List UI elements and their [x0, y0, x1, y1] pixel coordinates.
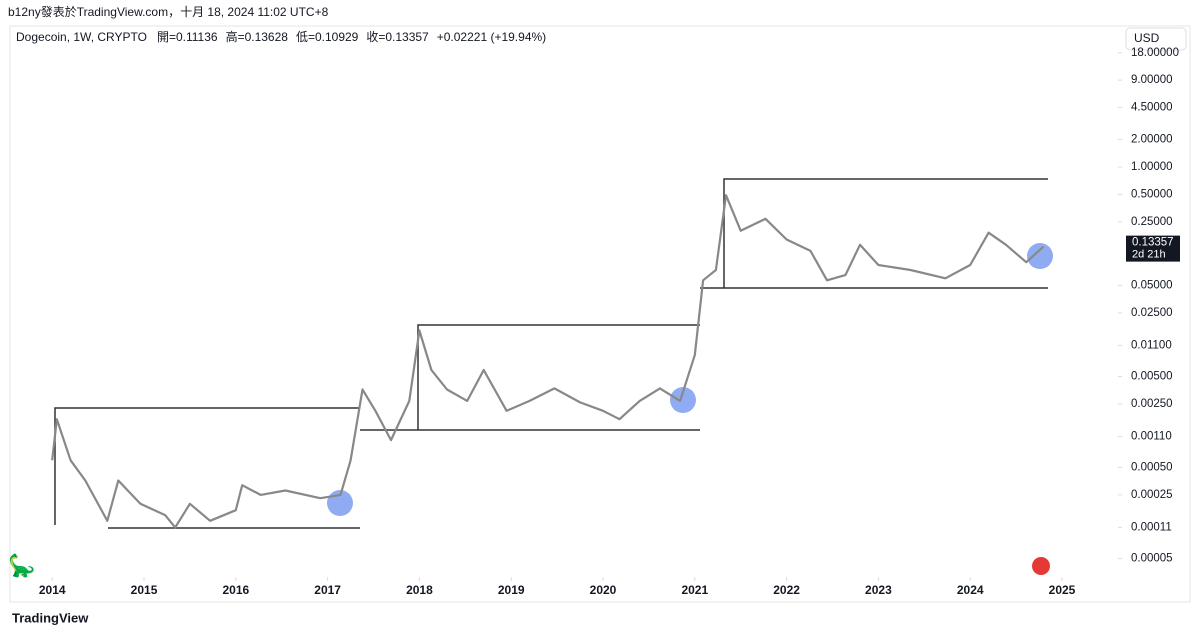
x-tick-label: 2024	[957, 583, 984, 597]
y-tick-label: 4.50000	[1131, 102, 1173, 114]
x-tick-label: 2015	[131, 583, 158, 597]
ohlc-legend: 開=0.11136 高=0.13628 低=0.10929 收=0.13357 +0.0…	[157, 29, 546, 44]
ohlc-value: 高=0.13628	[226, 29, 289, 44]
y-tick-label: 0.00110	[1131, 430, 1172, 442]
x-tick-label: 2014	[39, 583, 66, 597]
x-tick-label: 2017	[314, 583, 341, 597]
last-price-tag	[1126, 235, 1180, 262]
byline: b12ny發表於TradingView.com，十月 18, 2024 11:0…	[8, 4, 329, 19]
y-tick-label: 18.00000	[1131, 47, 1179, 59]
range-box-1	[54, 407, 360, 525]
last-price: 0.13357	[1132, 237, 1174, 249]
y-tick-label: 9.00000	[1131, 74, 1173, 86]
y-tick-label: 0.00250	[1131, 398, 1173, 410]
x-tick-label: 2018	[406, 583, 433, 597]
x-tick-label: 2016	[222, 583, 249, 597]
currency[interactable]: USD	[1134, 31, 1160, 45]
y-tick-label: 0.05000	[1131, 279, 1173, 291]
range-box-2	[417, 324, 700, 430]
chart-frame	[9, 25, 1191, 603]
ohlc-value: 開=0.11136	[157, 30, 218, 44]
brand: TradingView	[12, 610, 89, 625]
symbol: Dogecoin, 1W, CRYPTO	[16, 30, 147, 44]
ohlc-value: 收=0.13357	[366, 30, 429, 44]
range-lines	[54, 178, 1048, 529]
y-tick-label: 0.00050	[1131, 462, 1173, 474]
y-tick-label: 0.01100	[1131, 339, 1172, 351]
y-tick-label: 0.25000	[1131, 216, 1173, 228]
x-tick-label: 2020	[590, 583, 617, 597]
y-tick-label: 0.00025	[1131, 489, 1173, 501]
ohlc-value: +0.02221 (+19.94%)	[437, 30, 546, 44]
y-tick-label: 0.02500	[1131, 307, 1173, 319]
x-tick-label: 2025	[1049, 583, 1076, 597]
range-box-3	[723, 178, 1048, 288]
y-tick-label: 1.00000	[1131, 161, 1173, 173]
flag-icon[interactable]	[1032, 557, 1050, 575]
x-tick-label: 2022	[773, 583, 800, 597]
x-tick-label: 2019	[498, 583, 525, 597]
marker-circle	[1027, 243, 1053, 269]
countdown: 2d 21h	[1132, 249, 1166, 261]
y-tick-label: 0.00500	[1131, 371, 1173, 383]
x-tick-label: 2021	[681, 583, 708, 597]
markers	[327, 243, 1053, 516]
marker-circle	[670, 387, 696, 413]
currency-box[interactable]	[1125, 27, 1187, 51]
dino-icon: 🦕	[8, 553, 35, 578]
y-tick-label: 0.50000	[1131, 188, 1173, 200]
y-tick-label: 0.00005	[1131, 553, 1173, 565]
x-tick-label: 2023	[865, 583, 892, 597]
y-tick-label: 0.00011	[1131, 521, 1172, 533]
ohlc-value: 低=0.10929	[296, 30, 359, 44]
y-tick-label: 2.00000	[1131, 134, 1173, 146]
price-line	[51, 194, 1045, 529]
